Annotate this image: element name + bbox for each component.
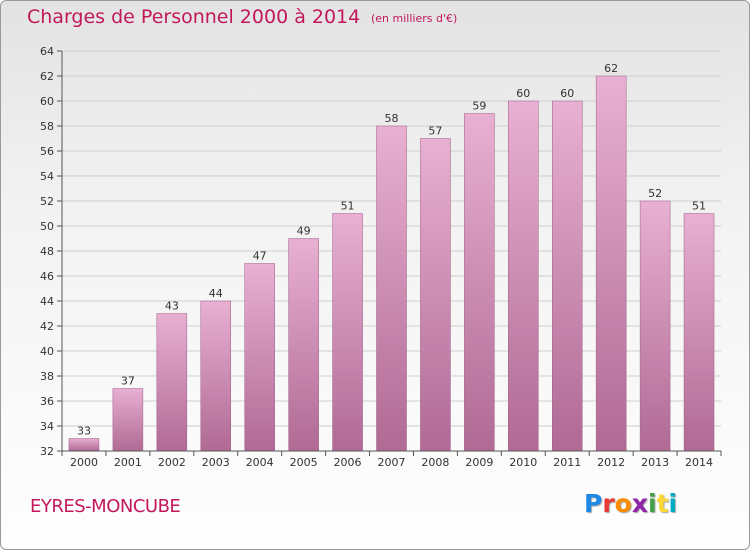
data-label: 60	[560, 87, 574, 100]
bar[interactable]	[639, 200, 671, 452]
bars	[68, 75, 715, 452]
data-label: 58	[385, 112, 399, 125]
chart-title: Charges de Personnel 2000 à 2014	[27, 6, 361, 28]
x-tick-label: 2013	[641, 456, 669, 469]
x-tick-label: 2000	[70, 456, 98, 469]
bar[interactable]	[464, 113, 495, 452]
logo-letter: x	[631, 489, 648, 518]
y-tick-label: 46	[40, 270, 54, 283]
x-tick-label: 2014	[685, 456, 713, 469]
y-tick-label: 32	[40, 445, 54, 458]
bar[interactable]	[68, 438, 100, 452]
x-tick-label: 2010	[509, 456, 537, 469]
commune-name: EYRES-MONCUBE	[30, 496, 181, 517]
logo-letter: t	[656, 489, 669, 518]
y-tick-label: 48	[40, 245, 54, 258]
y-tick-label: 64	[40, 45, 54, 58]
proxiti-logo[interactable]: Proxiti	[584, 489, 677, 518]
logo-letter: o	[614, 489, 632, 518]
axes	[57, 50, 722, 456]
bar[interactable]	[683, 213, 715, 452]
data-label: 43	[165, 300, 179, 313]
data-label: 44	[209, 287, 223, 300]
x-tick-label: 2005	[290, 456, 318, 469]
data-label: 59	[472, 100, 486, 113]
y-tick-label: 42	[40, 320, 54, 333]
x-tick-label: 2004	[246, 456, 274, 469]
y-tick-label: 38	[40, 370, 54, 383]
data-label: 49	[297, 225, 311, 238]
bar[interactable]	[420, 138, 451, 452]
data-label: 51	[341, 200, 355, 213]
y-tick-label: 60	[40, 95, 54, 108]
x-tick-label: 2009	[465, 456, 493, 469]
y-tick-label: 54	[40, 170, 54, 183]
data-label: 37	[121, 375, 135, 388]
bar[interactable]	[376, 125, 407, 452]
bar[interactable]	[200, 300, 232, 452]
x-tick-label: 2001	[114, 456, 142, 469]
y-tick-label: 36	[40, 395, 54, 408]
bar[interactable]	[156, 313, 188, 452]
logo-letter: i	[668, 489, 678, 518]
bar[interactable]	[112, 388, 144, 452]
x-tick-label: 2008	[421, 456, 449, 469]
bar[interactable]	[244, 263, 275, 452]
data-label: 51	[692, 200, 706, 213]
x-tick-label: 2002	[158, 456, 186, 469]
y-tick-label: 44	[40, 295, 54, 308]
data-label: 62	[604, 62, 618, 75]
y-tick-label: 58	[40, 120, 54, 133]
bar[interactable]	[288, 238, 319, 452]
bar[interactable]	[332, 213, 363, 452]
y-tick-label: 50	[40, 220, 54, 233]
chart-subtitle: (en milliers d'€)	[371, 12, 458, 25]
x-tick-label: 2006	[334, 456, 362, 469]
logo-letter: r	[602, 489, 615, 518]
logo-letter: P	[584, 489, 603, 518]
y-tick-label: 62	[40, 70, 54, 83]
x-tick-label: 2011	[553, 456, 581, 469]
y-tick-label: 40	[40, 345, 54, 358]
data-label: 52	[648, 187, 662, 200]
y-tick-label: 34	[40, 420, 54, 433]
x-tick-label: 2003	[202, 456, 230, 469]
y-tick-label: 56	[40, 145, 54, 158]
logo-letter: i	[648, 489, 657, 518]
data-label: 47	[253, 250, 267, 263]
x-tick-label: 2012	[597, 456, 625, 469]
data-label: 57	[428, 125, 442, 138]
labels: 32 34 36 38 40 42 44 46 48 50 52 54 56 58 60 62 64 33 2000…	[40, 45, 713, 469]
bar[interactable]	[508, 100, 539, 452]
x-tick-label: 2007	[378, 456, 406, 469]
bar[interactable]	[551, 100, 583, 452]
data-label: 33	[77, 425, 91, 438]
data-label: 60	[516, 87, 530, 100]
bar[interactable]	[595, 75, 627, 452]
y-tick-label: 52	[40, 195, 54, 208]
